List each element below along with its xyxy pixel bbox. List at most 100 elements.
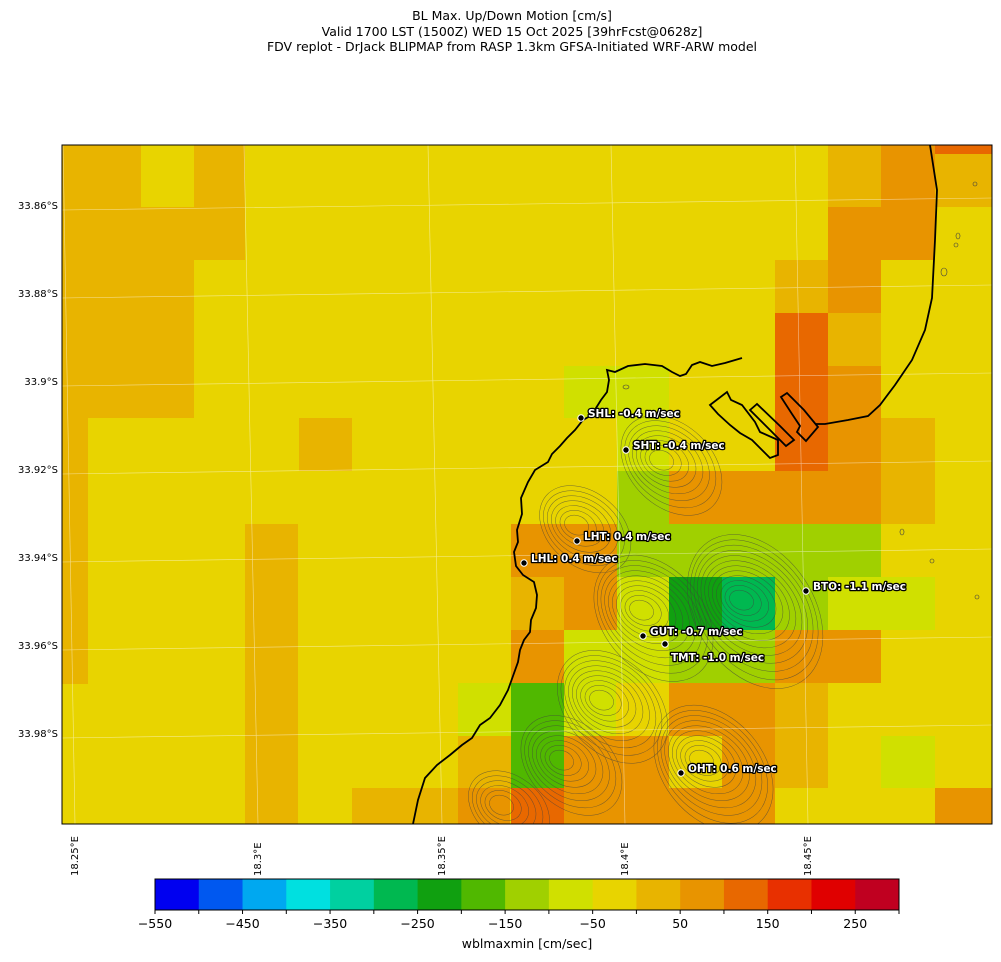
contour-line [672, 730, 744, 795]
terrain-contours [468, 415, 824, 824]
latitude-label: 33.98°S [18, 729, 58, 740]
station-label: SHT: -0.4 m/sec [633, 440, 725, 452]
grid-cell [458, 683, 511, 736]
title-line-1: BL Max. Up/Down Motion [cm/s] [412, 8, 612, 23]
contour-line [600, 565, 703, 666]
colorbar-swatch [767, 879, 812, 910]
station-dot [577, 414, 585, 422]
grid-cell [62, 418, 88, 524]
grid-cell [299, 418, 352, 471]
grid-cell [722, 577, 775, 630]
contour-line [632, 430, 704, 495]
contour-line [520, 715, 623, 816]
colorbar-swatch [548, 879, 594, 910]
grid-cell [828, 145, 881, 207]
grid-cell [458, 788, 510, 824]
colorbar-tick-label: −350 [312, 916, 348, 931]
station-dot [802, 587, 810, 595]
contour-line [640, 440, 689, 482]
contour-line [564, 514, 589, 536]
chart-title: BL Max. Up/Down Motion [cm/s] Valid 1700… [0, 8, 1001, 55]
latitude-label: 33.88°S [18, 289, 58, 300]
colorbar-tick-label: −450 [225, 916, 260, 931]
longitude-label: 18.3°E [253, 842, 264, 876]
contour-line [620, 590, 669, 632]
grid-cell [828, 418, 881, 471]
station-label-outline: TMT: -1.0 m/sec [671, 652, 764, 664]
station-label-outline: BTO: -1.1 m/sec [813, 581, 906, 593]
contour-line [704, 560, 797, 649]
longitude-label: 18.4°E [620, 842, 631, 876]
colorbar-frame [154, 878, 900, 911]
grid-cell [245, 524, 298, 824]
contour-line [684, 745, 722, 776]
contour-line [716, 575, 777, 628]
contour-line [644, 445, 682, 476]
grid-cell [935, 145, 992, 154]
grid-cell [828, 207, 881, 260]
contour-line [576, 675, 637, 728]
colorbar-swatch [592, 879, 637, 910]
colorbar-swatch [723, 879, 769, 910]
colorbar-swatch [811, 879, 856, 910]
station-label: OHT: 0.6 m/sec [688, 763, 777, 775]
longitude-label: 18.45°E [803, 836, 814, 876]
colorbar [154, 878, 900, 914]
grid-cell [511, 577, 564, 630]
colorbar-swatch [855, 879, 900, 910]
contour-line [676, 735, 737, 788]
grid-cell [722, 736, 775, 788]
contour-line [624, 420, 717, 509]
contour-line [604, 570, 697, 659]
colorbar-tick-label: 150 [755, 916, 780, 931]
station-dot [639, 632, 647, 640]
contour-line [724, 585, 762, 616]
contour-line [636, 435, 697, 488]
grid-cell [564, 736, 669, 788]
grid-cell [881, 145, 935, 260]
contour-line [729, 589, 754, 611]
contour-line [568, 665, 650, 741]
contour-line [680, 740, 729, 782]
colorbar-swatch [680, 879, 725, 910]
colorbar-tick-label: −50 [579, 916, 606, 931]
contour-line [547, 495, 619, 560]
station-label-outline: SHL: -0.4 m/sec [588, 408, 680, 420]
contour-line [560, 655, 663, 756]
station-label: BTO: -1.1 m/sec [813, 581, 906, 593]
contour-line [693, 544, 814, 672]
latitude-label: 33.94°S [18, 553, 58, 564]
title-line-2: Valid 1700 LST (1500Z) WED 15 Oct 2025 [… [321, 23, 703, 39]
lat-lon-gridlines [62, 145, 992, 824]
contour-line [708, 565, 790, 641]
small-islands [622, 181, 980, 600]
station-label: GUT: -0.7 m/sec [650, 626, 743, 638]
title-line-3: FDV replot - DrJack BLIPMAP from RASP 1.… [266, 39, 758, 54]
contour-line [564, 660, 657, 749]
contour-line [649, 449, 674, 471]
contour-line [551, 500, 612, 553]
contour-line [597, 560, 708, 674]
contour-line [620, 415, 723, 516]
grid-cell [775, 471, 881, 524]
contour-line [555, 505, 604, 547]
grid-cell [669, 736, 721, 788]
station-dot [520, 559, 528, 567]
grid-cell [62, 524, 88, 684]
grid-cell [617, 577, 669, 630]
map-frame [61, 144, 993, 825]
contour-line [536, 735, 597, 788]
contour-line [668, 725, 750, 801]
longitude-label: 18.25°E [70, 836, 81, 876]
contour-line [589, 689, 614, 711]
contour-line [689, 749, 714, 771]
